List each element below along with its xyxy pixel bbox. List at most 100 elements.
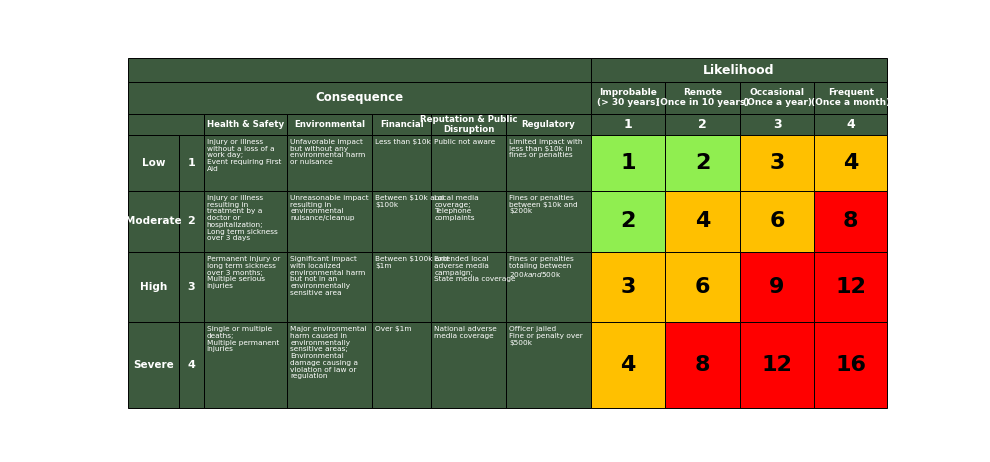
Text: Occasional
(Once a year): Occasional (Once a year) [742,88,812,107]
Bar [128,134,179,191]
Text: Permanent injury or
long term sickness
over 3 months;
Multiple serious
injuries: Permanent injury or long term sickness o… [207,256,280,289]
Bar [665,252,740,322]
Text: High: High [140,282,167,292]
Text: Less than $10k: Less than $10k [375,139,431,145]
Text: Consequence: Consequence [315,91,403,104]
Bar [740,134,814,191]
Text: 2: 2 [621,211,636,231]
Text: Low: Low [142,158,165,168]
Bar [179,191,204,252]
Bar [814,252,887,322]
Bar [128,114,204,134]
Text: Unreasonable impact
resulting in
environmental
nuisance/cleanup: Unreasonable impact resulting in environ… [290,195,369,221]
Bar [432,134,506,191]
Bar [179,134,204,191]
Text: Financial: Financial [380,120,424,128]
Bar [287,252,372,322]
Bar [591,252,665,322]
Text: Frequent
(Once a month): Frequent (Once a month) [811,88,890,107]
Bar [506,114,591,134]
Text: 4: 4 [187,360,195,370]
Text: 6: 6 [695,277,711,297]
Bar [204,191,287,252]
Text: Environmental: Environmental [294,120,365,128]
Bar [128,322,179,408]
Text: 12: 12 [761,355,792,375]
Bar [432,322,506,408]
Text: Local media
coverage;
Telephone
complaints: Local media coverage; Telephone complain… [435,195,479,221]
Bar [814,322,887,408]
Text: Single or multiple
deaths;
Multiple permanent
injuries: Single or multiple deaths; Multiple perm… [207,326,279,353]
Text: 4: 4 [695,211,710,231]
Bar [740,114,814,134]
Text: Unfavorable impact
but without any
environmental harm
or nuisance: Unfavorable impact but without any envir… [290,139,365,165]
Text: Health & Safety: Health & Safety [207,120,284,128]
Bar [204,134,287,191]
Text: Major environmental
harm caused in
environmentally
sensitive areas;
Environmenta: Major environmental harm caused in envir… [290,326,366,379]
Bar [665,82,740,114]
Text: Regulatory: Regulatory [522,120,575,128]
Text: Moderate: Moderate [125,216,182,226]
Text: Between $10k and
$100k: Between $10k and $100k [375,195,445,207]
Text: 1: 1 [187,158,195,168]
Text: 4: 4 [621,355,636,375]
Bar [740,82,814,114]
Bar [740,252,814,322]
Bar [287,114,372,134]
Text: Officer jailed
Fine or penalty over
$500k: Officer jailed Fine or penalty over $500… [509,326,583,346]
Text: 16: 16 [836,355,866,375]
Text: Likelihood: Likelihood [703,64,775,77]
Bar [591,322,665,408]
Bar [591,134,665,191]
Bar [665,134,740,191]
Bar [814,134,887,191]
Bar [179,322,204,408]
Text: 2: 2 [698,118,707,131]
Bar [179,252,204,322]
Bar [372,114,432,134]
Bar [740,322,814,408]
Bar [128,82,591,114]
Bar [814,114,887,134]
Bar [665,191,740,252]
Text: 4: 4 [843,152,858,173]
Bar [665,114,740,134]
Text: 4: 4 [846,118,855,131]
Text: 8: 8 [695,355,711,375]
Text: Reputation & Public
Disruption: Reputation & Public Disruption [420,115,518,134]
Text: 6: 6 [769,211,785,231]
Bar [204,322,287,408]
Text: Severe: Severe [133,360,174,370]
Text: Public not aware: Public not aware [435,139,496,145]
Bar [591,114,665,134]
Text: Fines or penalties
totaling between
$200k and $500k: Fines or penalties totaling between $200… [509,256,573,279]
Text: Extended local
adverse media
campaign;
State media coverage: Extended local adverse media campaign; S… [435,256,516,282]
Text: Significant impact
with localized
environmental harm
but not in an
environmental: Significant impact with localized enviro… [290,256,365,296]
Bar [372,252,432,322]
Bar [372,191,432,252]
Bar [740,191,814,252]
Text: Injury or illness
resulting in
treatment by a
doctor or
hospitalization;
Long te: Injury or illness resulting in treatment… [207,195,277,241]
Bar [591,191,665,252]
Bar [591,58,887,82]
Bar [814,191,887,252]
Bar [128,252,179,322]
Bar [128,58,591,82]
Text: 2: 2 [187,216,195,226]
Bar [506,134,591,191]
Text: Limited impact with
less than $10k in
fines or penalties: Limited impact with less than $10k in fi… [509,139,582,158]
Bar [128,191,179,252]
Bar [814,82,887,114]
Bar [506,322,591,408]
Text: Fines or penalties
between $10k and
$200k: Fines or penalties between $10k and $200… [509,195,577,214]
Bar [204,252,287,322]
Text: 3: 3 [769,152,785,173]
Text: Improbable
(> 30 years): Improbable (> 30 years) [597,88,659,107]
Text: 1: 1 [621,152,636,173]
Bar [432,191,506,252]
Bar [204,114,287,134]
Bar [506,252,591,322]
Text: 3: 3 [187,282,195,292]
Bar [432,114,506,134]
Bar [287,322,372,408]
